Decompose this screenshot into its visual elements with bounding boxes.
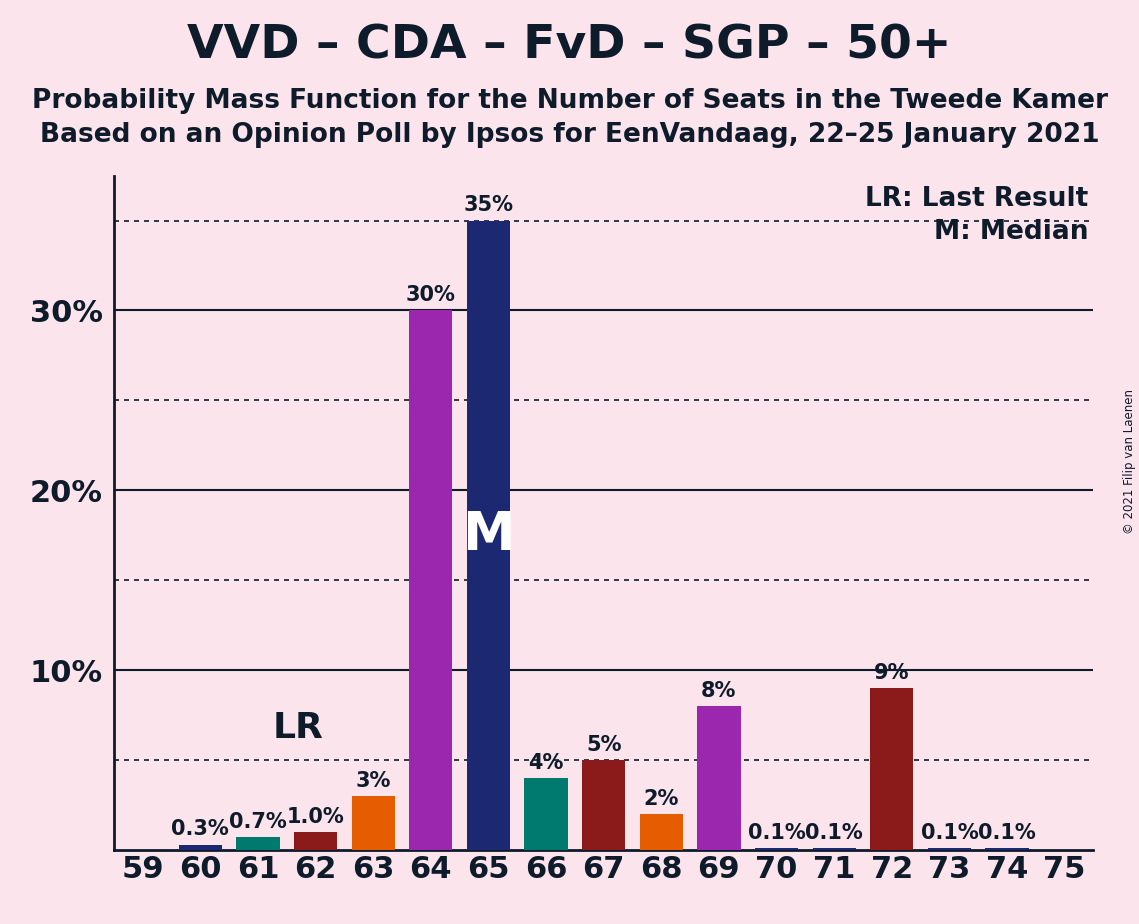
- Bar: [755, 848, 798, 850]
- Bar: [985, 848, 1029, 850]
- Bar: [640, 814, 683, 850]
- Text: LR: LR: [273, 711, 323, 745]
- Text: 1.0%: 1.0%: [287, 807, 344, 827]
- Text: 5%: 5%: [585, 735, 622, 755]
- Text: VVD – CDA – FvD – SGP – 50+: VVD – CDA – FvD – SGP – 50+: [187, 23, 952, 68]
- Text: M: M: [462, 509, 515, 561]
- Bar: [812, 848, 855, 850]
- Text: 30%: 30%: [405, 286, 456, 305]
- Bar: [524, 778, 567, 850]
- Text: 0.1%: 0.1%: [747, 823, 805, 843]
- Bar: [582, 760, 625, 850]
- Text: LR: Last Result: LR: Last Result: [866, 186, 1089, 212]
- Bar: [467, 221, 510, 850]
- Bar: [697, 706, 740, 850]
- Bar: [352, 796, 395, 850]
- Text: 3%: 3%: [355, 771, 391, 791]
- Text: © 2021 Filip van Laenen: © 2021 Filip van Laenen: [1123, 390, 1137, 534]
- Text: 0.1%: 0.1%: [805, 823, 863, 843]
- Text: 0.1%: 0.1%: [920, 823, 978, 843]
- Text: 0.1%: 0.1%: [978, 823, 1035, 843]
- Text: 0.7%: 0.7%: [229, 812, 287, 833]
- Bar: [928, 848, 972, 850]
- Text: M: Median: M: Median: [934, 219, 1089, 246]
- Text: 2%: 2%: [644, 789, 679, 808]
- Text: 9%: 9%: [874, 663, 910, 683]
- Text: Based on an Opinion Poll by Ipsos for EenVandaag, 22–25 January 2021: Based on an Opinion Poll by Ipsos for Ee…: [40, 122, 1099, 148]
- Bar: [237, 837, 279, 850]
- Text: Probability Mass Function for the Number of Seats in the Tweede Kamer: Probability Mass Function for the Number…: [32, 88, 1107, 114]
- Text: 8%: 8%: [702, 681, 737, 700]
- Bar: [179, 845, 222, 850]
- Text: 35%: 35%: [464, 195, 514, 215]
- Text: 0.3%: 0.3%: [172, 820, 229, 839]
- Bar: [294, 833, 337, 850]
- Bar: [409, 310, 452, 850]
- Bar: [870, 688, 913, 850]
- Text: 4%: 4%: [528, 753, 564, 772]
